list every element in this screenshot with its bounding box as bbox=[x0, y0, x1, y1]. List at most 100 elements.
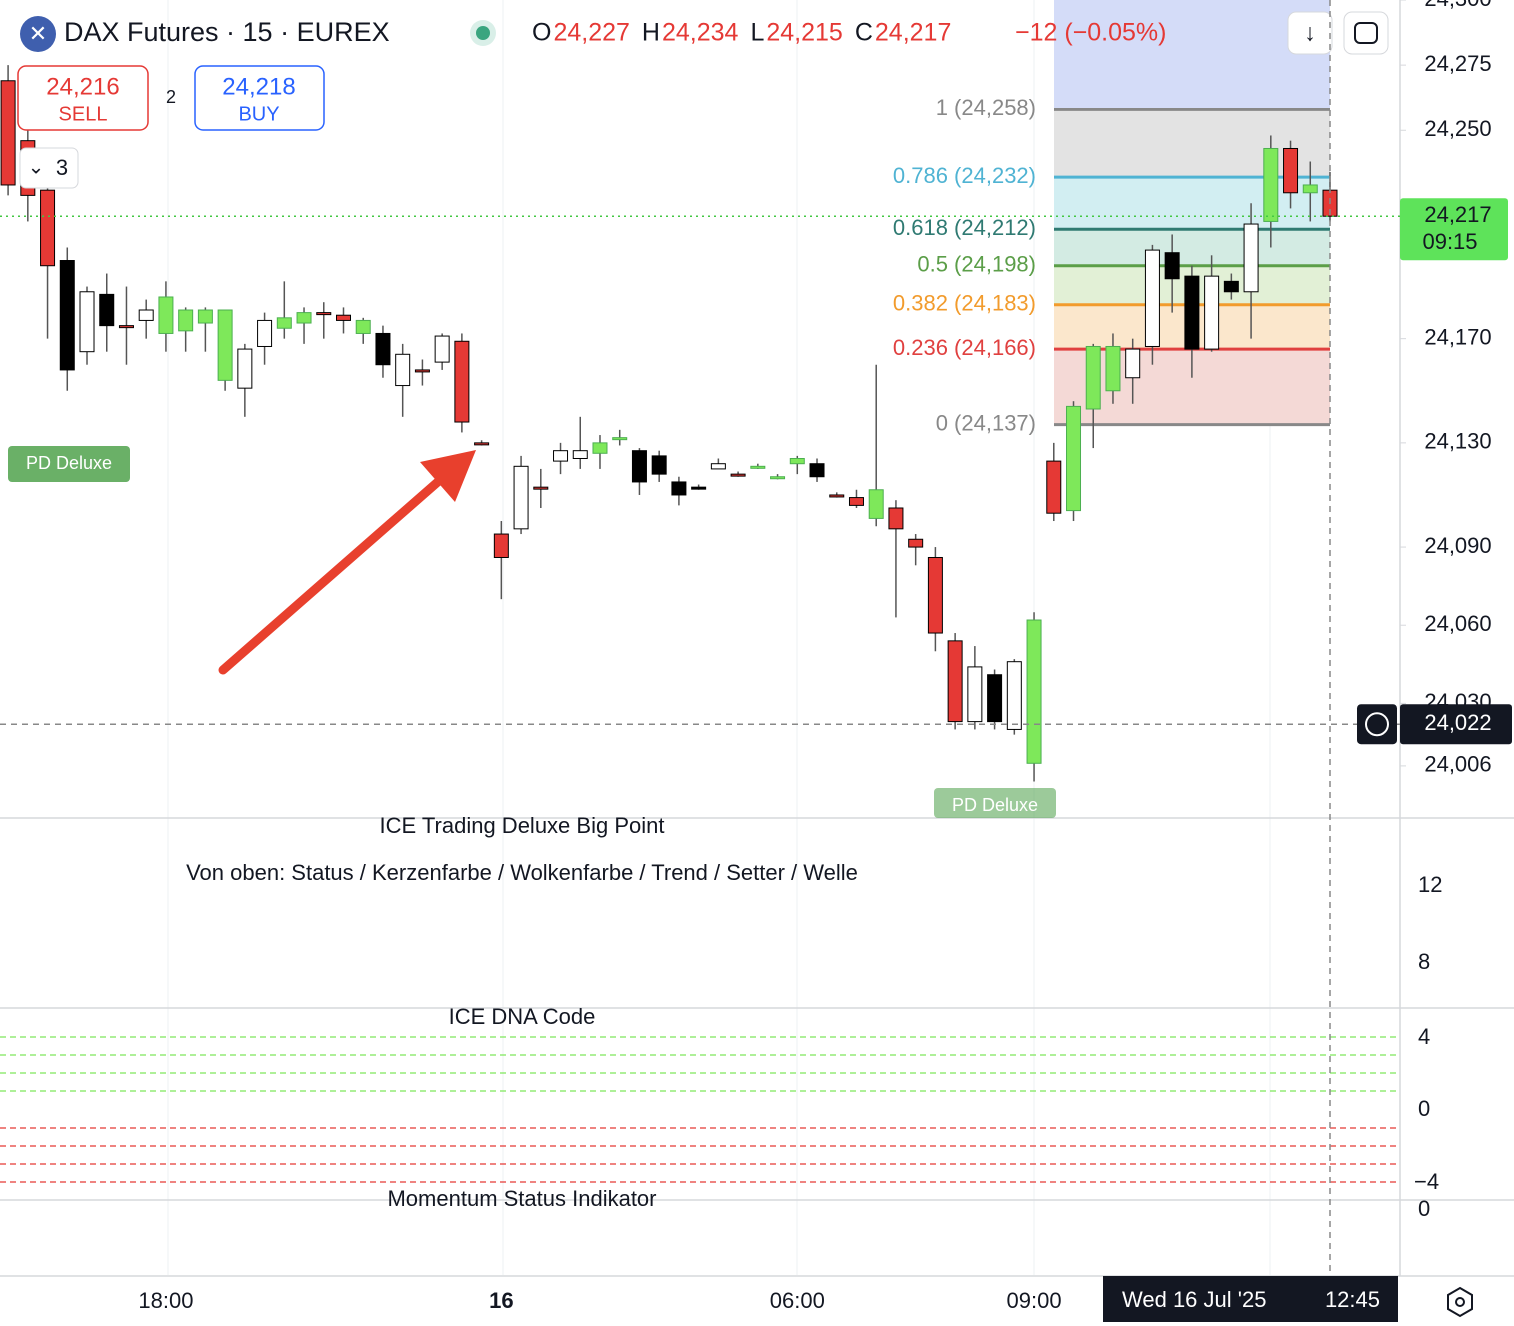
candle-body bbox=[848, 497, 864, 506]
spread: 2 bbox=[166, 87, 176, 107]
candle-body bbox=[631, 450, 647, 483]
candle-body bbox=[651, 455, 667, 475]
ohlc-key: H bbox=[642, 19, 660, 47]
panel-tick: −4 bbox=[1414, 1169, 1439, 1194]
candle-body bbox=[1085, 345, 1101, 410]
ohlc-key: C bbox=[855, 19, 873, 47]
candle-body bbox=[79, 291, 95, 353]
candle-body bbox=[118, 325, 134, 329]
panel-tick: 0 bbox=[1418, 1096, 1430, 1121]
time-cursor-badge bbox=[1103, 1276, 1398, 1322]
candle-body bbox=[868, 489, 884, 519]
candle-body bbox=[533, 486, 549, 490]
crosshair-add-button[interactable] bbox=[1357, 704, 1397, 745]
candle-body bbox=[434, 335, 450, 363]
candle-body bbox=[1006, 661, 1022, 730]
candle-body bbox=[809, 463, 825, 478]
candle-body bbox=[927, 556, 943, 634]
candle-body bbox=[138, 309, 154, 321]
x-tick-label: 18:00 bbox=[138, 1288, 193, 1313]
candle-body bbox=[829, 494, 845, 498]
panel-title: ICE Trading Deluxe Big Point bbox=[380, 813, 665, 838]
ohlc-value: 24,217 bbox=[875, 19, 951, 47]
candle-body bbox=[1223, 280, 1239, 293]
badge-text: PD Deluxe bbox=[952, 795, 1038, 815]
candle-body bbox=[710, 463, 726, 470]
fib-label: 0.786 (24,232) bbox=[893, 163, 1036, 188]
candle-body bbox=[592, 442, 608, 454]
candle-body bbox=[40, 189, 56, 267]
candle-body bbox=[987, 674, 1003, 723]
badge bbox=[934, 788, 1056, 818]
candle-body bbox=[59, 260, 75, 371]
panel-tick: 0 bbox=[1418, 1196, 1430, 1221]
buy-button[interactable] bbox=[194, 65, 325, 131]
button-down[interactable] bbox=[1287, 11, 1333, 55]
candle-body bbox=[296, 312, 312, 324]
crosshair-price-badge bbox=[1400, 704, 1512, 745]
panel-title: Momentum Status Indikator bbox=[387, 1186, 656, 1211]
candle-body bbox=[276, 317, 292, 329]
candle-body bbox=[454, 340, 470, 423]
panel-title: Von oben: Status / Kerzenfarbe / Wolkenf… bbox=[186, 860, 858, 885]
candle-body bbox=[671, 481, 687, 496]
candle-body bbox=[1144, 249, 1160, 347]
candle-body bbox=[375, 332, 391, 366]
cursor-time: 12:45 bbox=[1325, 1287, 1380, 1312]
candle-body bbox=[474, 442, 490, 446]
last-price-label: 24,217 bbox=[1424, 202, 1491, 227]
x-tick-label: 16 bbox=[489, 1288, 513, 1313]
candle-body bbox=[730, 473, 746, 477]
candle-body bbox=[1184, 275, 1200, 350]
candles bbox=[0, 65, 1338, 782]
fib-label: 0.236 (24,166) bbox=[893, 335, 1036, 360]
candle-body bbox=[612, 437, 628, 441]
x-tick-label: 06:00 bbox=[770, 1288, 825, 1313]
panel-tick: 8 bbox=[1418, 949, 1430, 974]
y-tick-label: 24,060 bbox=[1424, 611, 1491, 636]
candle-body bbox=[197, 309, 213, 324]
collapse-button[interactable] bbox=[19, 147, 79, 189]
candle-body bbox=[908, 538, 924, 548]
symbol-icon bbox=[20, 16, 56, 52]
candle-body bbox=[1125, 348, 1141, 379]
candle-body bbox=[316, 312, 332, 316]
fib-label: 0.618 (24,212) bbox=[893, 215, 1036, 240]
x-tick-label: 09:00 bbox=[1007, 1288, 1062, 1313]
candle-body bbox=[1243, 223, 1259, 293]
candle-body bbox=[770, 476, 786, 480]
countdown: 09:15 bbox=[1422, 229, 1477, 254]
ohlc-value: 24,215 bbox=[766, 19, 842, 47]
panel-title: ICE DNA Code bbox=[449, 1004, 596, 1029]
button-restore[interactable] bbox=[1343, 11, 1389, 55]
candle-body bbox=[691, 486, 707, 490]
candle-body bbox=[513, 465, 529, 530]
panel-tick: 12 bbox=[1418, 872, 1442, 897]
last-price-badge bbox=[1400, 198, 1508, 261]
candle-body bbox=[257, 319, 273, 347]
candle-body bbox=[1066, 405, 1082, 512]
candle-body bbox=[355, 319, 371, 334]
ohlc-key: O bbox=[532, 19, 551, 47]
collapse-icon: ⌄ bbox=[28, 156, 45, 178]
fib-zone: 1 (24,258) 0.786 (24,232) 0.618 (24,212) 0.… bbox=[893, 95, 1330, 435]
y-tick-label: 24,006 bbox=[1424, 752, 1491, 777]
candle-body bbox=[1026, 619, 1042, 764]
sell-button[interactable] bbox=[17, 65, 149, 131]
y-tick-label: 24,250 bbox=[1424, 116, 1491, 141]
fib-band bbox=[1054, 229, 1330, 266]
settings-icon[interactable] bbox=[1447, 1286, 1473, 1318]
buy-label: BUY bbox=[238, 103, 279, 125]
status-dot bbox=[476, 26, 490, 40]
cursor-date: Wed 16 Jul '25 bbox=[1122, 1287, 1266, 1312]
y-tick-label: 24,170 bbox=[1424, 324, 1491, 349]
ohlc: O 24,227 H 24,234 L 24,215 C 24,217 bbox=[532, 19, 951, 47]
fib-top-zone bbox=[1054, 0, 1330, 108]
candle-body bbox=[1046, 460, 1062, 514]
sell-price: 24,216 bbox=[46, 73, 119, 100]
candle-body bbox=[553, 450, 569, 462]
candle-body bbox=[395, 353, 411, 387]
symbol-title[interactable]: DAX Futures · 15 · EUREX bbox=[64, 17, 390, 47]
